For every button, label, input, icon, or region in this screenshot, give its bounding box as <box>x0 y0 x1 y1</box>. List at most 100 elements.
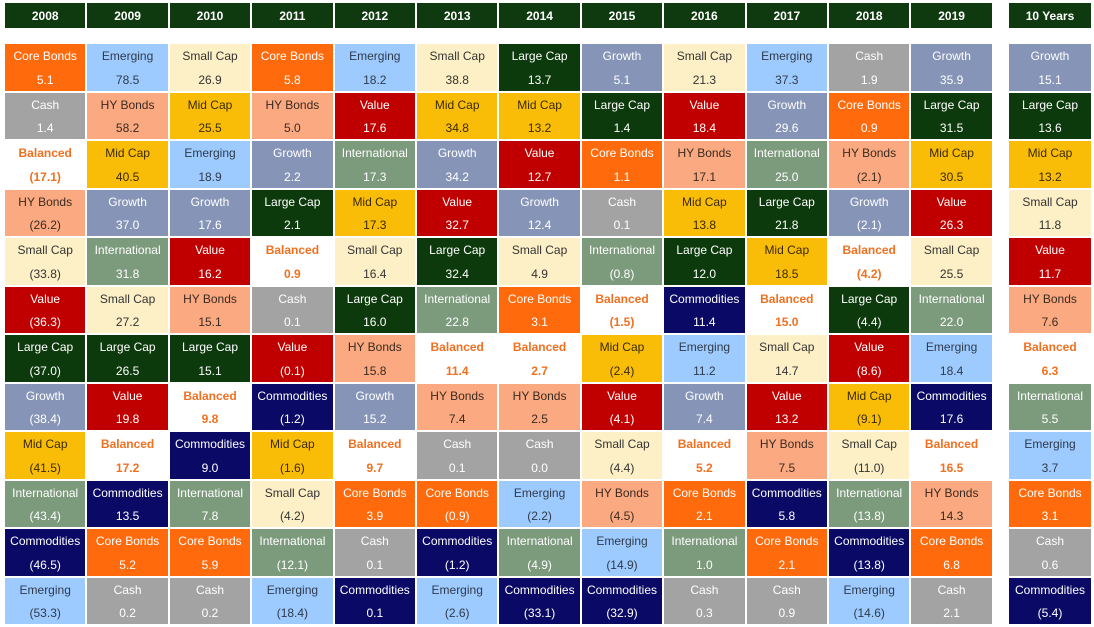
asset-label: International <box>176 485 244 500</box>
asset-label: Large Cap <box>511 49 568 63</box>
cell-2018-large-cap: Large Cap (4.4) <box>828 285 911 334</box>
asset-label: Cash <box>195 582 224 597</box>
cell-10-years-cash: Cash 0.6 <box>1008 528 1092 577</box>
return-value: 35.9 <box>939 72 964 87</box>
asset-label: International <box>753 146 820 160</box>
cell-2017-hy-bonds: HY Bonds 7.5 <box>745 431 828 480</box>
cell-2016-international: International 1.0 <box>663 528 746 577</box>
return-value: 7.4 <box>448 412 466 426</box>
cell-2018-balanced: Balanced (4.2) <box>828 237 911 286</box>
return-value: 5.2 <box>119 557 136 572</box>
cell-2019-commodities: Commodities 17.6 <box>910 382 993 431</box>
cell-2009-hy-bonds: HY Bonds 58.2 <box>86 91 169 140</box>
cell-2019-growth: Growth 35.9 <box>910 43 993 92</box>
cell-2009-international: International 31.8 <box>86 237 169 286</box>
return-value: 17.6 <box>939 412 964 426</box>
return-value: (41.5) <box>29 460 61 475</box>
header-2016: 2016 <box>663 2 746 29</box>
cell-2018-small-cap: Small Cap (11.0) <box>828 431 911 480</box>
asset-label: Mid Cap <box>187 97 233 112</box>
cell-2018-emerging: Emerging (14.6) <box>828 576 911 625</box>
return-value: (13.8) <box>853 509 885 523</box>
return-value: 34.2 <box>445 169 469 184</box>
asset-label: Balanced <box>348 437 402 451</box>
asset-label: Large Cap <box>676 243 733 257</box>
asset-label: Balanced <box>842 243 896 257</box>
cell-2011-hy-bonds: HY Bonds 5.0 <box>251 91 334 140</box>
return-value: 18.4 <box>692 121 717 135</box>
asset-label: International <box>671 534 738 548</box>
asset-label: International <box>341 146 408 160</box>
asset-label: Cash <box>937 582 966 597</box>
cell-2016-small-cap: Small Cap 21.3 <box>663 43 746 92</box>
return-value: 3.1 <box>531 315 548 329</box>
cell-2013-small-cap: Small Cap 38.8 <box>416 43 499 92</box>
return-value: 16.2 <box>198 266 222 281</box>
asset-label: International <box>94 243 161 257</box>
cell-2017-emerging: Emerging 37.3 <box>745 43 828 92</box>
cell-2019-large-cap: Large Cap 31.5 <box>910 91 993 140</box>
return-value: 2.5 <box>531 412 548 426</box>
cell-2013-balanced: Balanced 11.4 <box>416 334 499 383</box>
asset-label: Small Cap <box>594 437 650 451</box>
return-value: 12.0 <box>692 266 717 281</box>
cell-2014-cash: Cash 0.0 <box>498 431 581 480</box>
asset-label: International <box>506 534 573 548</box>
header-2014: 2014 <box>498 2 581 29</box>
asset-label: Emerging <box>761 49 813 63</box>
cell-2012-balanced: Balanced 9.7 <box>333 431 416 480</box>
asset-label: Small Cap <box>429 49 485 63</box>
cell-2014-mid-cap: Mid Cap 13.2 <box>498 91 581 140</box>
return-value: (37.0) <box>29 363 61 378</box>
return-value: (2.4) <box>609 363 635 378</box>
asset-label: Cash <box>360 534 389 548</box>
header-2019: 2019 <box>910 2 993 29</box>
cell-2013-value: Value 32.7 <box>416 188 499 237</box>
return-value: 15.2 <box>363 412 387 426</box>
cell-2011-large-cap: Large Cap 2.1 <box>251 188 334 237</box>
cell-2019-small-cap: Small Cap 25.5 <box>910 237 993 286</box>
cell-2008-cash: Cash 1.4 <box>4 91 87 140</box>
cell-2015-large-cap: Large Cap 1.4 <box>580 91 664 140</box>
cell-2011-emerging: Emerging (18.4) <box>251 576 334 625</box>
return-value: 22.8 <box>445 315 469 329</box>
cell-2014-growth: Growth 12.4 <box>498 188 581 237</box>
cell-2015-hy-bonds: HY Bonds (4.5) <box>580 479 664 528</box>
return-value: (53.3) <box>29 606 61 620</box>
return-value: 3.9 <box>366 509 384 523</box>
return-value: 9.7 <box>366 460 384 475</box>
asset-label: Cash <box>278 291 307 306</box>
asset-label: Core Bonds <box>919 534 984 548</box>
cell-2017-mid-cap: Mid Cap 18.5 <box>745 237 828 286</box>
cell-2009-commodities: Commodities 13.5 <box>86 479 169 528</box>
return-value: (4.2) <box>856 266 882 281</box>
return-value: 13.5 <box>115 509 140 523</box>
return-value: 18.2 <box>363 72 387 87</box>
asset-label: Emerging <box>349 49 401 63</box>
asset-label: Mid Cap <box>352 194 398 209</box>
return-value: 37.3 <box>775 72 799 87</box>
asset-label: Emerging <box>101 49 154 63</box>
cell-2008-balanced: Balanced (17.1) <box>4 140 87 189</box>
return-value: (9.1) <box>856 412 882 426</box>
return-value: 16.5 <box>939 460 964 475</box>
asset-label: Commodities <box>1014 582 1086 597</box>
cell-2014-small-cap: Small Cap 4.9 <box>498 237 581 286</box>
asset-label: Core Bonds <box>95 534 160 548</box>
asset-label: Large Cap <box>593 97 651 112</box>
return-value: (12.1) <box>276 557 309 572</box>
return-value: 13.2 <box>1038 169 1062 184</box>
cell-10-years-small-cap: Small Cap 11.8 <box>1008 188 1092 237</box>
asset-label: Small Cap <box>511 243 568 257</box>
return-value: (4.5) <box>609 509 635 523</box>
cell-2016-hy-bonds: HY Bonds 17.1 <box>663 140 746 189</box>
asset-label: Commodities <box>669 291 740 306</box>
asset-label: Growth <box>108 194 147 209</box>
asset-label: Commodities <box>92 485 163 500</box>
cell-2011-value: Value (0.1) <box>251 334 334 383</box>
asset-label: Mid Cap <box>22 437 68 451</box>
asset-label: International <box>1016 388 1084 403</box>
return-value: 17.3 <box>363 218 387 232</box>
cell-10-years-core-bonds: Core Bonds 3.1 <box>1008 479 1092 528</box>
